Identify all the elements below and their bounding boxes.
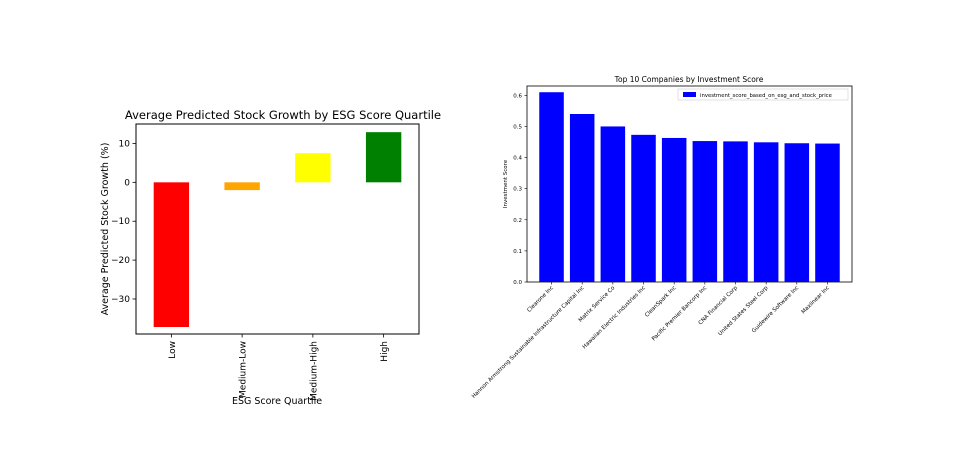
chart-esg-quartile: Average Predicted Stock Growth by ESG Sc… [100, 108, 441, 407]
x-tick-label: Low [168, 341, 178, 359]
y-axis-label: Investment Score [503, 159, 509, 208]
y-tick-label: −30 [111, 295, 130, 305]
y-axis-label: Average Predicted Stock Growth (%) [100, 143, 111, 316]
x-tick-label: Maxlinear Inc [801, 285, 831, 315]
bar-company [631, 134, 656, 282]
bar-company [600, 126, 626, 282]
y-tick-label: 0.5 [513, 124, 522, 130]
bar-high [365, 132, 402, 183]
y-tick-label: 0.1 [513, 249, 522, 255]
x-tick-label: Medium-Low [239, 341, 249, 398]
y-tick-label: −10 [111, 217, 130, 227]
bar-low [153, 182, 190, 327]
x-tick-label: Medium-High [309, 341, 319, 401]
y-tick-label: 10 [119, 139, 131, 149]
legend-box [677, 88, 849, 101]
y-tick-label: 0 [124, 178, 130, 188]
plot-frame [135, 123, 420, 335]
legend-entry: investment_score_based_on_esg_and_stock_… [700, 93, 832, 99]
x-tick-label: Hawaiian Electric Industries Inc [582, 285, 647, 350]
x-tick-label: Pacific Premier Bancorp Inc [651, 285, 708, 342]
y-tick-label: 0.0 [513, 280, 522, 286]
bar-medium-high [295, 153, 331, 183]
y-tick-label: 0.4 [513, 156, 522, 162]
bar-company [569, 114, 595, 282]
bar-company [723, 141, 748, 282]
x-tick-label: Hannon Armstrong Sustainable Infrastruct… [471, 285, 586, 400]
legend-swatch [683, 92, 696, 97]
x-axis-label: ESG Score Quartile [232, 396, 322, 407]
x-tick-label: Clearone Inc [526, 285, 555, 314]
y-tick-label: 0.2 [513, 218, 522, 224]
chart-title: Average Predicted Stock Growth by ESG Sc… [125, 108, 441, 122]
y-tick-label: 0.3 [513, 187, 522, 193]
bar-company [692, 141, 718, 282]
bar-company [815, 143, 840, 282]
plot-frame [526, 85, 853, 283]
legend: investment_score_based_on_esg_and_stock_… [677, 88, 849, 101]
x-tick-label: United States Steel Corp [717, 285, 769, 337]
y-tick-label: 0.6 [513, 93, 522, 99]
x-tick-label: CleanSpark Inc [644, 285, 677, 318]
y-tick-label: −20 [111, 256, 130, 266]
x-tick-label: High [380, 341, 390, 362]
bar-company [784, 143, 810, 282]
chart-top-companies: Top 10 Companies by Investment Score 0.0… [471, 75, 853, 400]
bar-medium-low [224, 182, 260, 191]
chart-title: Top 10 Companies by Investment Score [614, 75, 764, 84]
bar-company [753, 142, 779, 282]
bar-company [661, 137, 687, 282]
bar-company [539, 92, 564, 282]
